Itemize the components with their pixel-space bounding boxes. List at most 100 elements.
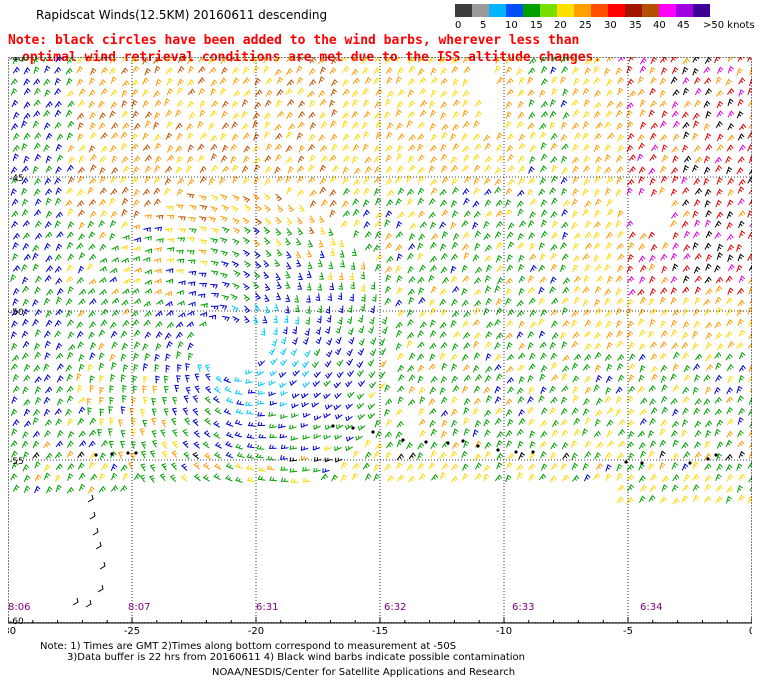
wind-barb	[716, 452, 723, 461]
wind-barb	[197, 120, 204, 129]
wind-barb	[373, 155, 381, 163]
wind-barb	[473, 210, 481, 218]
wind-barb	[199, 226, 207, 232]
wind-barb	[301, 402, 309, 408]
wind-barb	[561, 297, 569, 304]
wind-barb	[518, 165, 526, 173]
wind-barb	[560, 407, 568, 416]
wind-barb-map: -30-25-20-15-10-50-40-45-50-55-608:068:0…	[8, 57, 752, 635]
wind-barb	[364, 166, 372, 174]
wind-barb	[441, 209, 449, 217]
wind-barb	[474, 420, 482, 428]
wind-barb	[450, 353, 458, 361]
wind-barb	[33, 209, 42, 217]
wind-barb	[177, 177, 185, 185]
wind-barb	[241, 165, 249, 174]
wind-barb	[55, 342, 63, 351]
wind-barb	[539, 276, 547, 284]
wind-barb	[397, 352, 404, 361]
wind-barb	[727, 263, 735, 272]
legend-swatch	[455, 4, 472, 17]
wind-barb	[149, 464, 156, 472]
wind-barb	[516, 428, 524, 436]
wind-barb	[92, 527, 99, 536]
wind-barb	[716, 419, 724, 427]
wind-barb	[517, 471, 524, 480]
wind-barb	[67, 430, 75, 439]
wind-barb	[329, 67, 337, 75]
wind-barb	[131, 143, 139, 150]
wind-barb	[221, 110, 228, 119]
wind-barb	[408, 65, 416, 73]
wind-barb	[375, 442, 383, 450]
wind-barb	[495, 307, 503, 315]
wind-barb	[616, 242, 624, 250]
wind-barb	[76, 373, 82, 381]
wind-barb	[353, 167, 361, 175]
wind-barb	[692, 342, 699, 351]
wind-barb	[683, 473, 691, 482]
wind-barb	[461, 287, 468, 296]
wind-barb	[725, 396, 733, 404]
pass-time-label: 6:31	[256, 602, 278, 613]
wind-barb	[517, 232, 524, 241]
wind-barb	[164, 187, 171, 196]
wind-barb	[99, 187, 107, 195]
wind-barb	[726, 363, 734, 371]
wind-barb	[176, 188, 184, 196]
wind-barb	[439, 221, 446, 229]
wind-barb	[571, 319, 578, 328]
wind-barb	[54, 77, 61, 86]
wind-barb	[439, 298, 447, 306]
wind-barb	[485, 352, 492, 361]
wind-barb	[242, 217, 250, 225]
wind-barb	[133, 329, 141, 337]
wind-barb	[66, 395, 74, 403]
wind-barb	[518, 254, 525, 263]
wind-barb	[408, 296, 415, 305]
wind-barb	[549, 110, 557, 118]
wind-barb	[616, 496, 624, 504]
wind-barb	[176, 258, 185, 264]
wind-barb	[705, 209, 712, 218]
wind-barb	[99, 231, 106, 240]
wind-barb	[551, 429, 559, 437]
wind-barb	[637, 385, 645, 393]
wind-barb	[375, 88, 383, 96]
wind-barb	[300, 446, 309, 451]
wind-barb	[395, 76, 402, 84]
wind-barb	[484, 156, 492, 163]
wind-barb	[65, 187, 74, 195]
wind-barb	[203, 430, 211, 438]
wind-barb	[494, 167, 502, 175]
wind-barb	[280, 336, 287, 345]
wind-barb	[133, 246, 141, 252]
wind-barb	[495, 220, 503, 228]
wind-barb	[154, 289, 162, 295]
wind-barb	[131, 133, 138, 141]
wind-barb	[54, 88, 62, 96]
wind-barb	[703, 398, 711, 406]
wind-barb	[440, 471, 447, 480]
wind-barb	[165, 132, 173, 140]
wind-barb	[351, 90, 359, 98]
wind-barb	[294, 295, 300, 303]
wind-barb	[386, 475, 394, 483]
wind-barb	[494, 231, 502, 239]
wind-barb	[461, 145, 470, 153]
wind-barb	[660, 375, 667, 383]
wind-barb	[77, 310, 85, 318]
wind-barb	[682, 210, 691, 218]
wind-barb	[77, 175, 85, 184]
wind-barb	[21, 142, 28, 151]
wind-barb	[715, 164, 723, 173]
wind-barb	[153, 90, 161, 98]
wind-barb	[694, 156, 703, 164]
wind-barb	[396, 275, 403, 283]
wind-barb	[79, 440, 87, 447]
wind-barb	[439, 387, 446, 395]
wind-barb	[352, 57, 359, 62]
wind-barb	[474, 374, 483, 382]
wind-barb	[682, 164, 689, 173]
wind-barb	[23, 78, 31, 86]
